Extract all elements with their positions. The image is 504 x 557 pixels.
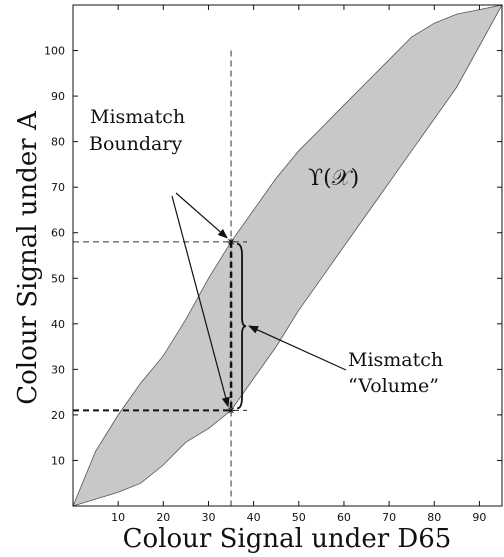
y-axis-ticks: 10 20 30 40 50 60 70 80 90 100 [44,45,502,467]
boundary-label-line2: Boundary [89,133,182,155]
x-tick-label: 20 [156,511,170,524]
x-tick-label: 60 [337,511,351,524]
boundary-point [227,406,235,414]
y-tick-label: 30 [51,363,65,376]
x-tick-label: 10 [111,511,125,524]
y-tick-label: 40 [51,318,65,331]
plot-frame [72,4,503,507]
volume-label-line2: “Volume” [348,375,439,397]
x-axis-ticks: 10 20 30 40 50 60 70 80 90 [111,5,486,524]
y-tick-label: 50 [51,272,65,285]
boundary-arrow-upper [175,192,228,239]
y-tick-label: 90 [51,90,65,103]
boundary-point [227,238,235,246]
x-axis-title: Colour Signal under D65 [123,524,452,554]
y-tick-label: 20 [51,409,65,422]
y-axis-title: Colour Signal under A [13,110,43,405]
y-tick-label: 60 [51,227,65,240]
boundary-points [227,238,235,414]
volume-label-line1: Mismatch [348,349,443,371]
region-label: ϒ(𝒳) [308,166,359,191]
guide-lines [73,50,248,506]
x-tick-label: 90 [472,511,486,524]
y-tick-label: 100 [44,45,65,58]
mismatch-region [72,4,503,507]
x-tick-label: 70 [382,511,396,524]
y-tick-label: 70 [51,181,65,194]
boundary-arrow-lower [171,195,230,408]
x-tick-label: 30 [201,511,215,524]
y-tick-label: 10 [51,454,65,467]
x-tick-label: 50 [292,511,306,524]
y-tick-label: 80 [51,136,65,149]
boundary-label-line1: Mismatch [90,106,185,128]
x-tick-label: 40 [247,511,261,524]
volume-arrow [248,325,347,371]
x-tick-label: 80 [427,511,441,524]
